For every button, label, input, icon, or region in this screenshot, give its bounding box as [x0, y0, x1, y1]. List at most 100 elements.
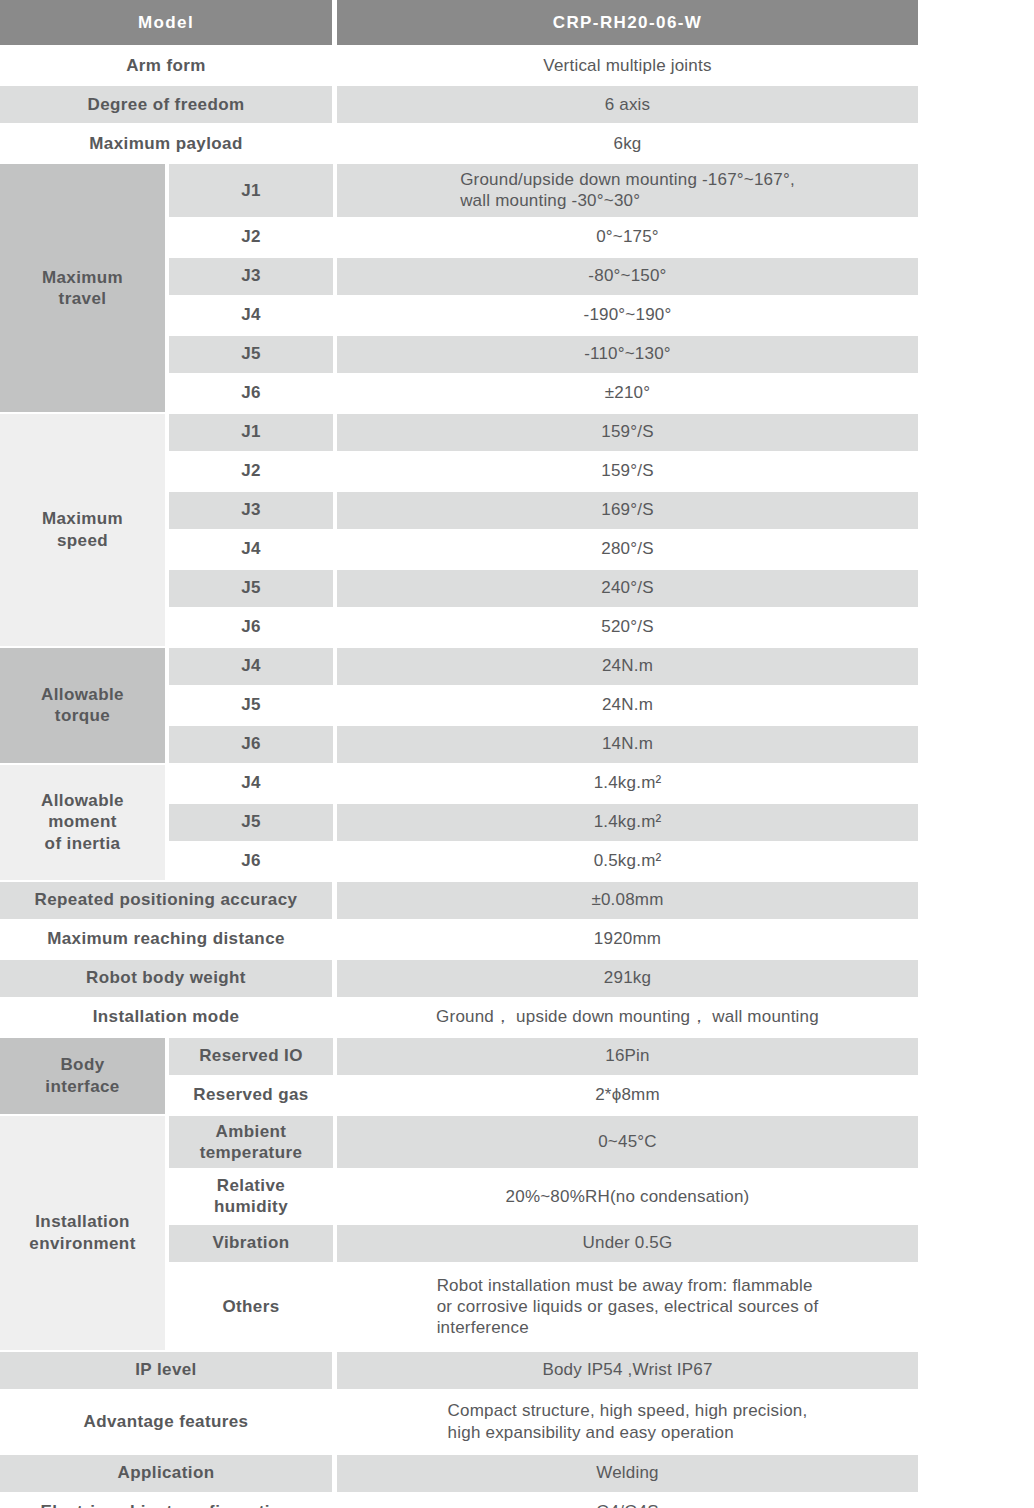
row-value: -190°~190°	[584, 304, 672, 325]
table-row: J3 -80°~150°	[169, 258, 918, 295]
table-row: J51.4kg.m²	[169, 804, 918, 841]
row-label: Installation mode	[93, 1006, 240, 1027]
table-row: Maximum payload 6kg	[0, 125, 918, 162]
row-label: IP level	[135, 1359, 197, 1380]
row-value: 16Pin	[605, 1045, 649, 1066]
group-rows: J4 1.4kg.m²J51.4kg.m²J60.5kg.m²	[169, 765, 918, 880]
row-value: 24N.m	[602, 655, 653, 676]
group-label: Body interface	[45, 1054, 119, 1097]
row-sublabel: J5	[241, 343, 261, 364]
row-sublabel: Vibration	[213, 1232, 290, 1253]
row-value-cell: Welding	[337, 1455, 918, 1492]
row-value: 240°/S	[601, 577, 653, 598]
row-sublabel-cell: J2	[169, 453, 333, 490]
row-sublabel-cell: J4	[169, 648, 333, 685]
table-row: Degree of freedom6 axis	[0, 86, 918, 123]
group-rows: J1 Ground/upside down mounting -167°~167°…	[169, 164, 918, 412]
row-sublabel: J6	[241, 382, 261, 403]
row-sublabel-cell: J5	[169, 687, 333, 724]
row-value-cell: 14N.m	[337, 726, 918, 763]
row-value-cell: 20%~80%RH(no condensation)	[337, 1170, 918, 1223]
row-sublabel-cell: J4	[169, 531, 333, 568]
table-row: J5 24N.m	[169, 687, 918, 724]
row-label-cell: Application	[0, 1455, 332, 1492]
row-value-cell: 16Pin	[337, 1038, 918, 1075]
header-model-cell: Model	[0, 0, 332, 45]
row-sublabel-cell: J5	[169, 336, 333, 373]
table-row: J6520°/S	[169, 609, 918, 646]
group-label-cell: Maximum travel	[0, 164, 165, 412]
row-sublabel: J5	[241, 577, 261, 598]
row-label: Maximum payload	[89, 133, 242, 154]
group-label-cell: Allowable moment of inertia	[0, 765, 165, 880]
row-value: 20%~80%RH(no condensation)	[506, 1186, 750, 1207]
row-value-cell: ±0.08mm	[337, 882, 918, 919]
group-rows: Reserved IO16PinReserved gas2*ϕ8mm	[169, 1038, 918, 1114]
table-row: OthersRobot installation must be away fr…	[169, 1264, 918, 1350]
row-value-cell: 159°/S	[337, 414, 918, 451]
spec-table: Model CRP-RH20-06-W Arm form Vertical mul…	[0, 0, 918, 1508]
row-value-cell: 1920mm	[337, 921, 918, 958]
row-sublabel-cell: J6	[169, 375, 333, 412]
group-rows: J1159°/SJ2159°/SJ3169°/SJ4280°/SJ5240°/S…	[169, 414, 918, 646]
table-header-row: Model CRP-RH20-06-W	[0, 0, 918, 45]
row-sublabel-cell: J6	[169, 843, 333, 880]
row-value-cell: 24N.m	[337, 648, 918, 685]
row-value-cell: 159°/S	[337, 453, 918, 490]
row-value-cell: Body IP54 ,Wrist IP67	[337, 1352, 918, 1389]
row-sublabel: J3	[241, 499, 261, 520]
row-value-cell: Ground/upside down mounting -167°~167°, …	[337, 164, 918, 217]
row-sublabel: J6	[241, 616, 261, 637]
table-row: J4 280°/S	[169, 531, 918, 568]
row-sublabel-cell: J6	[169, 609, 333, 646]
header-model-value-cell: CRP-RH20-06-W	[337, 0, 918, 45]
table-row: J1159°/S	[169, 414, 918, 451]
row-value: -80°~150°	[588, 265, 666, 286]
table-row: J4 24N.m	[169, 648, 918, 685]
row-sublabel-cell: J1	[169, 414, 333, 451]
table-row: J4 -190°~190°	[169, 297, 918, 334]
row-sublabel: J4	[241, 772, 261, 793]
row-label: Arm form	[126, 55, 206, 76]
row-value-cell: 6kg	[337, 125, 918, 162]
row-sublabel: Relative humidity	[214, 1175, 288, 1218]
group-label-cell: Allowable torque	[0, 648, 165, 763]
row-value: 24N.m	[602, 694, 653, 715]
spec-rows: Arm form Vertical multiple jointsDegree o…	[0, 47, 918, 1508]
row-value: 14N.m	[602, 733, 653, 754]
row-label-cell: Maximum reaching distance	[0, 921, 332, 958]
row-sublabel-cell: J3	[169, 258, 333, 295]
row-sublabel-cell: Others	[169, 1264, 333, 1350]
row-value: 280°/S	[601, 538, 653, 559]
row-sublabel: J3	[241, 265, 261, 286]
row-value: 0°~175°	[596, 226, 659, 247]
row-label-cell: Arm form	[0, 47, 332, 84]
row-value: 159°/S	[601, 460, 653, 481]
table-row: Reserved IO16Pin	[169, 1038, 918, 1075]
table-row: J2 0°~175°	[169, 219, 918, 256]
row-value-cell: 0.5kg.m²	[337, 843, 918, 880]
row-sublabel: J2	[241, 226, 261, 247]
row-label-cell: Electric cabinet configuration	[0, 1494, 332, 1508]
row-sublabel-cell: Ambient temperature	[169, 1116, 333, 1169]
row-value: 6 axis	[605, 94, 651, 115]
row-label-cell: Installation mode	[0, 999, 332, 1036]
row-label: Repeated positioning accuracy	[35, 889, 298, 910]
row-value-cell: -190°~190°	[337, 297, 918, 334]
row-sublabel-cell: J4	[169, 765, 333, 802]
row-sublabel: J4	[241, 304, 261, 325]
table-row: Ambient temperature0~45°C	[169, 1116, 918, 1169]
row-value: 169°/S	[601, 499, 653, 520]
row-value-cell: 1.4kg.m²	[337, 804, 918, 841]
table-row: IP level Body IP54 ,Wrist IP67	[0, 1352, 918, 1389]
row-sublabel-cell: Reserved gas	[169, 1077, 333, 1114]
row-sublabel: J1	[241, 180, 261, 201]
table-group: Maximum speedJ1159°/SJ2159°/SJ3169°/SJ42…	[0, 414, 918, 646]
row-label: Electric cabinet configuration	[41, 1501, 292, 1508]
row-value-cell: Vertical multiple joints	[337, 47, 918, 84]
header-model-value: CRP-RH20-06-W	[553, 12, 703, 33]
group-rows: J424N.mJ524N.mJ614N.m	[169, 648, 918, 763]
table-row: J5 240°/S	[169, 570, 918, 607]
table-group: Allowable moment of inertia J4 1.4kg.m²J51…	[0, 765, 918, 880]
table-row: J3 169°/S	[169, 492, 918, 529]
